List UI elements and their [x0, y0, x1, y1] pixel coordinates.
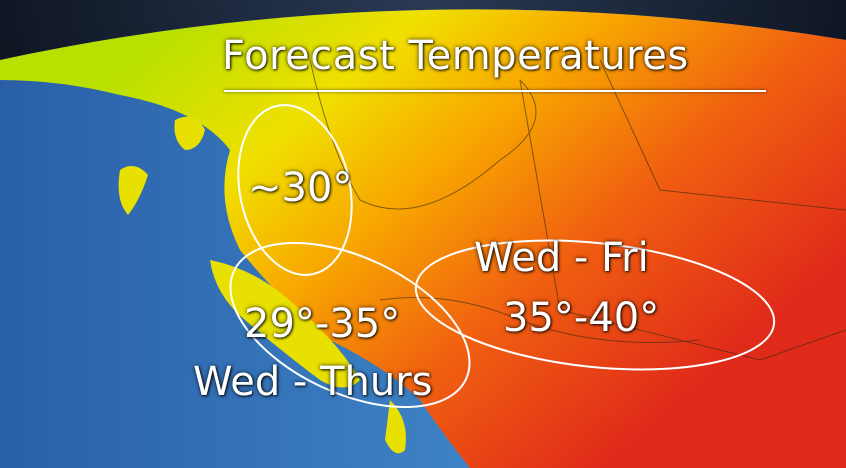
south-coast-days: Wed - Thurs: [193, 359, 433, 405]
borders: [309, 59, 846, 361]
mainland: [0, 9, 846, 468]
north-coast-temperature: ~30°: [248, 165, 353, 211]
north-coast-outline: [237, 104, 353, 276]
interior-outline: [414, 239, 776, 371]
interior-days: Wed - Fri: [474, 235, 649, 281]
coastal-islands: [118, 116, 406, 454]
region-outlines: [229, 104, 776, 409]
south-coast-outline: [229, 241, 471, 409]
map-title: Forecast Temperatures: [222, 33, 689, 79]
title-underline: [224, 90, 766, 92]
interior-temperature: 35°-40°: [503, 295, 660, 341]
south-coast-temperature: 29°-35°: [244, 301, 401, 347]
